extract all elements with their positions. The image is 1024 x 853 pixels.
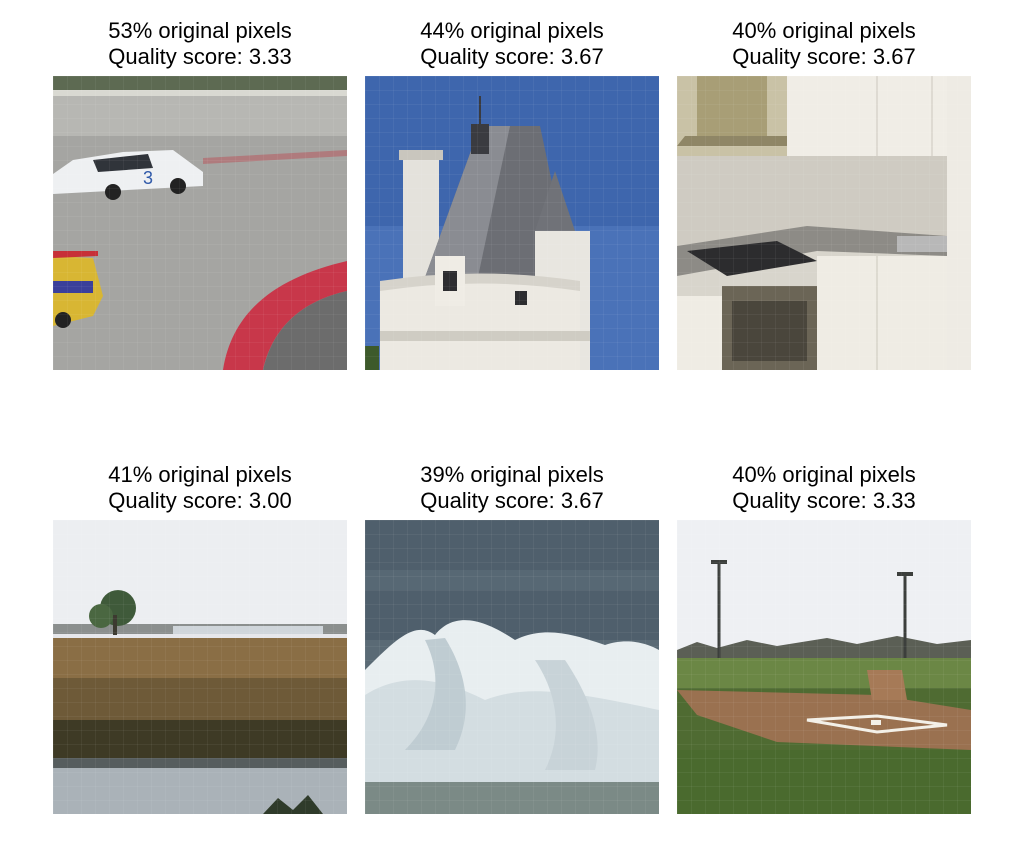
panel-caption: 41% original pixels Quality score: 3.00 [53,462,347,514]
original-pixels-label: 53% original pixels [108,18,292,43]
race-track-image: 3 [53,76,347,370]
baseball-field-image [677,520,971,814]
quality-score-label: Quality score: 3.33 [108,44,292,69]
panel-marsh: 41% original pixels Quality score: 3.00 [53,462,347,814]
original-pixels-label: 44% original pixels [420,18,604,43]
marsh-image [53,520,347,814]
panel-caption: 39% original pixels Quality score: 3.67 [365,462,659,514]
original-pixels-label: 41% original pixels [108,462,292,487]
race-car-yellow [53,251,103,328]
original-pixels-label: 39% original pixels [420,462,604,487]
kitchen-image [677,76,971,370]
quality-score-label: Quality score: 3.00 [108,488,292,513]
panel-ocean-wave: 39% original pixels Quality score: 3.67 [365,462,659,814]
panel-caption: 53% original pixels Quality score: 3.33 [53,18,347,70]
panel-baseball-field: 40% original pixels Quality score: 3.33 [677,462,971,814]
quality-score-label: Quality score: 3.67 [420,44,604,69]
svg-text:3: 3 [143,168,153,188]
panel-race-track: 53% original pixels Quality score: 3.33 … [53,18,347,370]
panel-caption: 44% original pixels Quality score: 3.67 [365,18,659,70]
quality-score-label: Quality score: 3.67 [420,488,604,513]
panel-castle-tower: 44% original pixels Quality score: 3.67 [365,18,659,370]
ocean-wave-image [365,520,659,814]
panel-kitchen: 40% original pixels Quality score: 3.67 [677,18,971,370]
original-pixels-label: 40% original pixels [732,18,916,43]
castle-tower-image [365,76,659,370]
original-pixels-label: 40% original pixels [732,462,916,487]
quality-score-label: Quality score: 3.67 [732,44,916,69]
race-car-white: 3 [53,150,203,200]
quality-score-label: Quality score: 3.33 [732,488,916,513]
panel-caption: 40% original pixels Quality score: 3.67 [677,18,971,70]
panel-caption: 40% original pixels Quality score: 3.33 [677,462,971,514]
